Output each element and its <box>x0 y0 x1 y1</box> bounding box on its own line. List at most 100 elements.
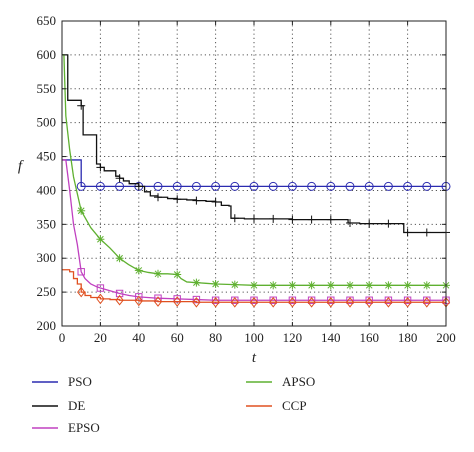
x-tick-label: 40 <box>132 330 145 345</box>
y-tick-label: 200 <box>37 318 57 333</box>
legend-item-ccp: CCP <box>246 398 307 413</box>
series-marker-epso <box>115 289 124 298</box>
series-marker-ccp <box>403 296 412 308</box>
series-marker-pso <box>364 181 374 191</box>
legend-label-de: DE <box>68 398 85 413</box>
series-marker-pso <box>287 181 297 191</box>
series-marker-apso <box>384 281 393 290</box>
series-marker-apso <box>307 281 316 290</box>
series-marker-de <box>250 214 258 223</box>
series-marker-apso <box>230 280 239 289</box>
series-marker-apso <box>326 281 335 290</box>
series-marker-ccp <box>422 296 431 308</box>
series-marker-ccp <box>230 296 239 308</box>
series-marker-ccp <box>134 295 143 307</box>
series-marker-pso <box>115 181 125 191</box>
series-marker-de <box>134 182 143 191</box>
series-marker-apso <box>154 269 162 278</box>
series-marker-apso <box>346 281 354 290</box>
series-marker-de <box>422 228 431 237</box>
series-marker-epso <box>96 284 105 292</box>
series-marker-de <box>173 195 182 204</box>
series-marker-pso <box>211 181 221 191</box>
series-marker-ccp <box>365 296 374 308</box>
series-marker-apso <box>77 206 86 215</box>
series-marker-de <box>403 228 412 237</box>
axis-ticks: 0 20 40 60 80 100 120 140 160 180 200 200 250 300 350 4… <box>37 13 456 345</box>
series-marker-ccp <box>345 296 355 308</box>
series-line-pso <box>62 159 446 188</box>
y-axis-label: f <box>18 159 24 175</box>
x-tick-label: 160 <box>359 330 379 345</box>
x-tick-label: 120 <box>283 330 303 345</box>
series-marker-de <box>230 214 239 223</box>
y-tick-label: 450 <box>37 149 57 164</box>
grid-lines <box>62 21 446 326</box>
legend-item-apso: APSO <box>246 374 315 389</box>
x-tick-label: 180 <box>398 330 418 345</box>
y-tick-label: 300 <box>37 250 57 265</box>
series-layer <box>62 54 451 308</box>
series-marker-ccp <box>288 296 297 308</box>
series-marker-ccp <box>326 296 335 308</box>
series-marker-de <box>269 214 278 223</box>
series-marker-pso <box>153 181 163 191</box>
series-marker-pso <box>307 181 317 191</box>
series-marker-de <box>307 215 316 224</box>
series-marker-pso <box>95 181 105 191</box>
series-marker-ccp <box>115 294 124 306</box>
series-marker-de <box>384 219 393 228</box>
series-marker-de <box>77 101 86 110</box>
series-marker-pso <box>422 181 432 191</box>
series-marker-ccp <box>384 296 393 308</box>
series-marker-de <box>211 197 220 206</box>
legend-item-epso: EPSO <box>32 420 100 435</box>
series-marker-de <box>192 196 201 205</box>
legend-label-ccp: CCP <box>282 398 307 413</box>
series-marker-apso <box>173 270 182 279</box>
x-tick-label: 20 <box>94 330 107 345</box>
legend-item-pso: PSO <box>32 374 92 389</box>
series-marker-apso <box>288 281 297 290</box>
y-tick-label: 600 <box>37 47 57 62</box>
series-marker-ccp <box>269 296 278 308</box>
series-marker-pso <box>345 181 355 191</box>
series-marker-ccp <box>211 296 220 308</box>
series-marker-pso <box>191 181 201 191</box>
series-marker-apso <box>96 235 105 244</box>
series-marker-de <box>115 174 124 183</box>
series-marker-pso <box>268 181 278 191</box>
legend-item-de: DE <box>32 398 85 413</box>
series-line-ccp <box>62 269 446 303</box>
series-marker-ccp <box>307 296 316 308</box>
x-tick-label: 200 <box>436 330 456 345</box>
y-tick-label: 500 <box>37 115 57 130</box>
legend-label-pso: PSO <box>68 374 92 389</box>
series-marker-pso <box>403 181 413 191</box>
y-tick-label: 400 <box>37 182 57 197</box>
series-marker-ccp <box>192 296 201 308</box>
series-marker-pso <box>249 181 259 191</box>
x-tick-label: 100 <box>244 330 264 345</box>
series-marker-apso <box>134 266 143 275</box>
series-marker-apso <box>422 281 431 290</box>
series-marker-de <box>288 215 297 224</box>
series-marker-de <box>154 193 162 202</box>
series-marker-epso <box>77 268 85 276</box>
series-marker-apso <box>211 279 220 288</box>
x-tick-label: 60 <box>171 330 184 345</box>
series-marker-ccp <box>77 286 86 298</box>
series-marker-de <box>96 163 105 172</box>
x-axis-label: t <box>252 350 257 366</box>
plot-frame <box>61 20 447 327</box>
y-tick-label: 550 <box>37 81 57 96</box>
series-marker-de <box>346 218 354 227</box>
series-line-apso <box>62 54 446 286</box>
series-marker-apso <box>365 281 374 290</box>
series-marker-pso <box>230 181 240 191</box>
series-marker-de <box>326 215 335 224</box>
series-marker-apso <box>269 281 278 290</box>
series-marker-apso <box>192 278 201 287</box>
series-marker-ccp <box>96 293 105 305</box>
